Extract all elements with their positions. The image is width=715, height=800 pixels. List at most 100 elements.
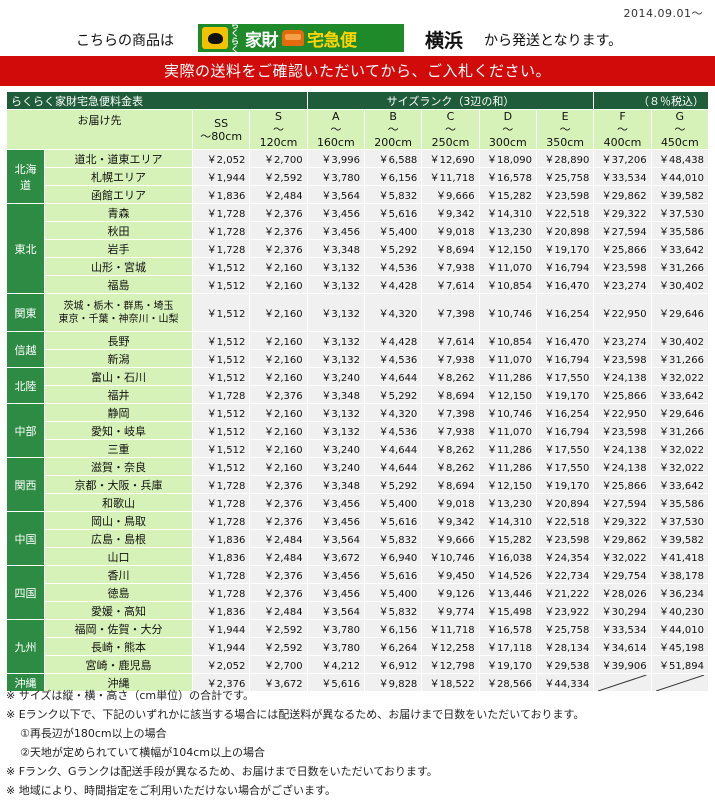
- price-cell: ￥23,598: [593, 257, 652, 276]
- price-cell: ￥15,282: [478, 529, 537, 548]
- size-column-header: F ～400cm: [593, 109, 652, 150]
- price-cell: ￥5,400: [363, 583, 423, 602]
- price-cell: ￥4,644: [363, 367, 423, 386]
- size-limit-label: ～250cm: [431, 123, 470, 149]
- price-cell: ￥1,728: [191, 475, 251, 494]
- destination-cell: 徳島: [44, 583, 193, 602]
- price-cell: ￥5,292: [363, 385, 423, 404]
- price-cell: ￥2,592: [249, 167, 308, 186]
- tax-note: （８％税込）: [593, 91, 709, 110]
- size-rank-label: F: [619, 110, 626, 123]
- price-cell: ￥16,794: [535, 421, 595, 440]
- price-cell: ￥32,022: [650, 457, 709, 476]
- destination-cell: 福岡・佐賀・大分: [44, 619, 193, 638]
- price-cell: ￥18,522: [421, 673, 480, 692]
- price-cell: ￥12,150: [478, 475, 537, 494]
- price-cell: ￥2,160: [249, 421, 308, 440]
- price-cell: ￥24,138: [593, 367, 652, 386]
- price-cell: ￥3,132: [306, 275, 365, 294]
- price-cell: ￥3,240: [306, 439, 365, 458]
- price-cell: ￥7,614: [421, 275, 480, 294]
- price-cell: ￥11,070: [478, 257, 537, 276]
- price-cell: ￥37,206: [593, 149, 652, 168]
- price-cell: ￥6,588: [363, 149, 423, 168]
- price-cell: ￥1,728: [191, 493, 251, 512]
- price-cell: ￥3,132: [306, 331, 365, 350]
- price-cell: ￥16,038: [478, 547, 537, 566]
- size-limit-label: ～350cm: [546, 123, 585, 149]
- not-available-cell: [650, 673, 709, 692]
- price-cell: ￥10,854: [478, 275, 537, 294]
- effective-date: 2014.09.01～: [623, 7, 703, 20]
- price-cell: ￥25,758: [535, 167, 595, 186]
- price-cell: ￥44,010: [650, 619, 709, 638]
- table-row: 札幌エリア ￥1,944 ￥2,592 ￥3,780 ￥6,156 ￥11,718 ￥16,…: [7, 167, 709, 186]
- price-cell: ￥9,666: [421, 185, 480, 204]
- yamato-kazai-logo: らくらく 家財 宅急便: [198, 22, 404, 54]
- price-cell: ￥2,052: [191, 149, 251, 168]
- price-cell: ￥31,266: [650, 421, 709, 440]
- table-row: 沖縄 沖縄 ￥2,376 ￥3,672 ￥5,616 ￥9,828 ￥18,522 ￥28,5…: [6, 673, 709, 692]
- price-cell: ￥17,550: [535, 439, 595, 458]
- price-cell: ￥39,582: [650, 185, 709, 204]
- price-cell: ￥5,616: [363, 511, 423, 530]
- table-row: 四国 香川 ￥1,728 ￥2,376 ￥3,456 ￥5,616 ￥9,450 ￥14,52…: [6, 565, 709, 620]
- price-cell: ￥37,530: [650, 203, 709, 222]
- destination-cell: 長崎・熊本: [44, 637, 193, 656]
- price-cell: ￥44,010: [650, 167, 709, 186]
- destination-header: お届け先: [6, 109, 193, 150]
- price-cell: ￥19,170: [478, 655, 537, 674]
- price-cell: ￥10,746: [478, 403, 537, 422]
- price-cell: ￥8,694: [421, 385, 480, 404]
- price-cell: ￥3,348: [306, 239, 365, 258]
- price-cell: ￥31,266: [650, 349, 709, 368]
- footnote-line: ※ Fランク、Gランクは配送手段が異なるため、お届けまで日数をいただいております…: [6, 765, 438, 778]
- price-cell: ￥29,322: [593, 203, 652, 222]
- destination-line: 茨城・栃木・群馬・埼玉: [63, 300, 174, 312]
- price-cell: ￥2,376: [249, 475, 308, 494]
- price-cell: ￥28,566: [478, 673, 537, 692]
- region-label: 沖縄: [6, 673, 45, 692]
- table-row: 京都・大阪・兵庫 ￥1,728 ￥2,376 ￥3,348 ￥5,292 ￥8,694 ￥1…: [7, 475, 709, 494]
- region-label: 東北: [6, 203, 45, 294]
- table-row: 岩手 ￥1,728 ￥2,376 ￥3,348 ￥5,292 ￥8,694 ￥12,150 ￥…: [7, 239, 709, 258]
- size-limit-label: ～80cm: [200, 129, 243, 143]
- price-cell: ￥1,836: [191, 601, 251, 620]
- price-cell: ￥6,912: [363, 655, 423, 674]
- footnote-line: ②天地が定められていて横幅が104cm以上の場合: [20, 746, 265, 759]
- size-limit-label: ～450cm: [660, 123, 699, 149]
- size-column-header: A ～160cm: [306, 109, 365, 150]
- size-rank-label: S: [275, 110, 282, 123]
- price-cell: ￥4,536: [363, 421, 423, 440]
- price-cell: ￥3,780: [306, 637, 365, 656]
- price-cell: ￥7,938: [421, 421, 480, 440]
- price-cell: ￥12,798: [421, 655, 480, 674]
- table-row: 福島 ￥1,512 ￥2,160 ￥3,132 ￥4,428 ￥7,614 ￥10,854 ￥…: [7, 275, 709, 294]
- price-cell: ￥1,728: [191, 511, 251, 530]
- footnotes: ※ サイズは縦・横・高さ（cm単位）の合計です。 ※ Eランク以下で、下記のいずれ…: [6, 686, 584, 800]
- price-cell: ￥1,836: [191, 529, 251, 548]
- price-cell: ￥3,132: [306, 403, 365, 422]
- price-cell: ￥31,266: [650, 257, 709, 276]
- price-cell: ￥2,160: [249, 275, 308, 294]
- price-cell: ￥32,022: [593, 547, 652, 566]
- price-cell: ￥2,160: [249, 349, 308, 368]
- price-cell: ￥1,836: [191, 547, 251, 566]
- destination-cell: 函館エリア: [44, 185, 193, 204]
- price-cell: ￥1,512: [191, 457, 251, 476]
- price-cell: ￥6,264: [363, 637, 423, 656]
- price-cell: ￥48,438: [650, 149, 709, 168]
- price-cell: ￥40,230: [650, 601, 709, 620]
- destination-cell: 新潟: [44, 349, 193, 368]
- price-cell: ￥16,470: [535, 331, 595, 350]
- price-cell: ￥33,642: [650, 239, 709, 258]
- size-rank-label: C: [446, 110, 455, 123]
- region-label: 四国: [6, 565, 45, 620]
- price-cell: ￥38,178: [650, 565, 709, 584]
- price-cell: ￥2,376: [249, 583, 308, 602]
- price-cell: ￥2,592: [249, 637, 308, 656]
- price-cell: ￥9,018: [421, 221, 480, 240]
- region-label: 中国: [6, 511, 45, 566]
- price-cell: ￥3,348: [306, 385, 365, 404]
- price-cell: ￥39,906: [593, 655, 652, 674]
